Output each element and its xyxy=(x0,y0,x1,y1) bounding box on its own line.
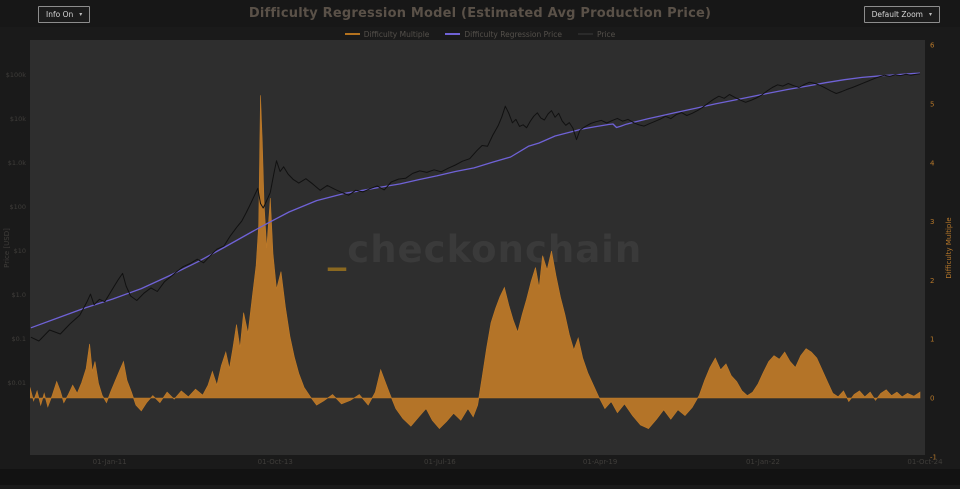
right-axis-tick-label: -1 xyxy=(930,453,937,461)
right-axis-tick-label: 3 xyxy=(930,218,934,226)
left-axis-tick-label: $0.01 xyxy=(7,379,26,387)
legend-swatch xyxy=(344,33,360,35)
chevron-down-icon: ▾ xyxy=(928,11,932,18)
x-axis-tick-label: 01-Jan-11 xyxy=(93,458,127,466)
left-axis-tick-label: $10 xyxy=(14,247,26,255)
left-axis-tick-label: $100 xyxy=(9,203,26,211)
right-axis-title: Difficulty Multiple xyxy=(945,217,953,278)
zoom-preset-label: Default Zoom xyxy=(871,10,923,19)
legend-item-price[interactable]: Price xyxy=(577,29,616,39)
difficulty-multiple-area xyxy=(30,95,921,430)
legend-swatch xyxy=(445,33,461,35)
left-axis-tick-label: $10k xyxy=(10,115,26,123)
page-title: Difficulty Regression Model (Estimated A… xyxy=(248,6,712,21)
legend-item-difficulty-multiple[interactable]: Difficulty Multiple xyxy=(344,29,430,39)
info-toggle-dropdown[interactable]: Info On ▾ xyxy=(38,6,91,23)
left-axis-tick-label: $100k xyxy=(6,71,27,79)
left-axis-tick-label: $0.1 xyxy=(12,335,26,343)
header-strip xyxy=(0,0,960,27)
right-axis-tick-label: 5 xyxy=(930,101,934,109)
price-line xyxy=(30,73,921,342)
left-axis-title: Price [USD] xyxy=(3,228,11,268)
chevron-down-icon: ▾ xyxy=(79,11,83,18)
x-axis-tick-label: 01-Apr-19 xyxy=(583,458,617,466)
checkonchain-watermark: _checkonchain xyxy=(328,228,642,271)
x-axis-tick-label: 01-Jul-16 xyxy=(424,458,456,466)
footer-strip xyxy=(0,469,960,485)
legend-label: Difficulty Regression Price xyxy=(464,29,562,39)
x-axis-tick-label: 01-Oct-13 xyxy=(258,458,293,466)
right-axis-tick-label: 1 xyxy=(930,336,934,344)
legend-label: Difficulty Multiple xyxy=(363,29,430,39)
right-axis-tick-label: 2 xyxy=(930,277,934,285)
right-axis-tick-label: 4 xyxy=(930,159,935,167)
x-axis-tick-label: 01-Oct-24 xyxy=(907,458,943,466)
legend-item-difficulty-regression-price[interactable]: Difficulty Regression Price xyxy=(445,30,562,39)
zoom-preset-dropdown[interactable]: Default Zoom ▾ xyxy=(863,6,940,23)
info-toggle-label: Info On xyxy=(46,10,74,19)
x-axis-tick-label: 01-Jan-22 xyxy=(746,458,780,466)
legend-label: Price xyxy=(596,29,616,39)
left-axis-tick-label: $1.0k xyxy=(8,159,26,167)
right-axis-tick-label: 6 xyxy=(930,42,935,50)
left-axis-tick-label: $1.0 xyxy=(12,291,26,299)
chart-legend: Difficulty Multiple Difficulty Regressio… xyxy=(0,28,960,40)
right-axis-tick-label: 0 xyxy=(930,395,934,403)
difficulty-regression-line xyxy=(30,72,921,329)
legend-swatch xyxy=(577,33,593,35)
